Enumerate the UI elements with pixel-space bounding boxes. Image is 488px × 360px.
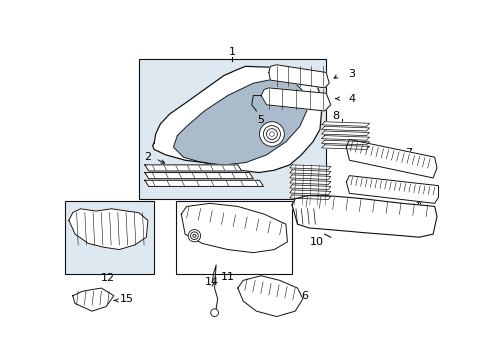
Polygon shape <box>289 180 330 184</box>
Text: 13: 13 <box>205 229 219 239</box>
Polygon shape <box>321 136 369 140</box>
Polygon shape <box>321 122 369 126</box>
Polygon shape <box>144 180 263 186</box>
Text: 7: 7 <box>404 148 411 158</box>
Polygon shape <box>181 203 287 253</box>
Text: 9: 9 <box>413 198 420 208</box>
Text: 4: 4 <box>347 94 355 104</box>
Text: 3: 3 <box>347 69 354 79</box>
Polygon shape <box>321 140 369 145</box>
Polygon shape <box>291 195 436 237</box>
Circle shape <box>259 122 284 147</box>
Polygon shape <box>289 190 330 194</box>
Circle shape <box>192 234 196 237</box>
Polygon shape <box>289 195 330 199</box>
Text: 15: 15 <box>120 294 134 304</box>
Polygon shape <box>346 176 438 203</box>
Text: 2: 2 <box>144 152 151 162</box>
Polygon shape <box>289 165 330 170</box>
Text: 12: 12 <box>101 273 115 283</box>
Circle shape <box>210 309 218 316</box>
Circle shape <box>263 126 280 143</box>
Polygon shape <box>268 65 328 88</box>
Circle shape <box>188 230 200 242</box>
Polygon shape <box>73 288 114 311</box>
Polygon shape <box>321 126 369 131</box>
Polygon shape <box>289 175 330 180</box>
Text: 6: 6 <box>296 206 303 216</box>
Text: 10: 10 <box>309 237 323 247</box>
Polygon shape <box>289 185 330 189</box>
Text: 5: 5 <box>257 115 264 125</box>
Polygon shape <box>321 145 369 149</box>
Text: 11: 11 <box>220 271 234 282</box>
Bar <box>138 59 325 199</box>
Circle shape <box>266 129 277 139</box>
Polygon shape <box>346 139 436 178</box>
Polygon shape <box>289 170 330 175</box>
Polygon shape <box>261 88 330 111</box>
Polygon shape <box>321 131 369 136</box>
Circle shape <box>190 232 198 239</box>
Polygon shape <box>144 165 241 171</box>
Bar <box>176 201 291 274</box>
Polygon shape <box>69 209 148 249</box>
Polygon shape <box>237 276 302 316</box>
Text: 16: 16 <box>295 291 309 301</box>
Polygon shape <box>152 66 321 172</box>
Text: 1: 1 <box>228 48 235 58</box>
Bar <box>65 201 154 274</box>
Polygon shape <box>144 172 253 179</box>
Circle shape <box>269 132 274 136</box>
Text: 14: 14 <box>205 277 219 287</box>
Text: 8: 8 <box>332 111 339 121</box>
Polygon shape <box>173 78 307 165</box>
